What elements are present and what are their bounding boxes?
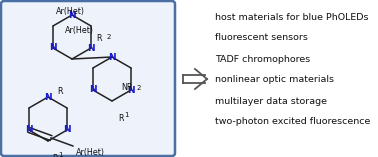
- Text: two-photon excited fluorescence: two-photon excited fluorescence: [215, 117, 370, 127]
- Text: R: R: [52, 154, 57, 157]
- Text: N: N: [25, 125, 33, 135]
- Text: nonlinear optic materials: nonlinear optic materials: [215, 76, 334, 84]
- Text: Ar(Het): Ar(Het): [29, 0, 58, 1]
- Text: R: R: [118, 114, 124, 123]
- Text: N: N: [127, 86, 135, 95]
- Text: 1: 1: [124, 112, 129, 118]
- Text: Ar(Het): Ar(Het): [56, 7, 85, 16]
- Text: N: N: [87, 43, 95, 52]
- Text: N: N: [44, 92, 52, 101]
- Text: Ar(Het): Ar(Het): [65, 25, 94, 35]
- Text: Ar(Het): Ar(Het): [76, 148, 105, 157]
- Text: N: N: [49, 43, 57, 52]
- Text: fluorescent sensors: fluorescent sensors: [215, 33, 308, 43]
- Text: NR: NR: [121, 84, 132, 92]
- Text: R: R: [96, 34, 102, 43]
- Text: TADF chromophores: TADF chromophores: [215, 54, 310, 63]
- Text: 2: 2: [107, 34, 112, 40]
- Text: R: R: [57, 87, 63, 96]
- Text: N: N: [89, 86, 97, 95]
- Text: 1: 1: [58, 152, 62, 157]
- Text: N: N: [108, 52, 116, 62]
- FancyBboxPatch shape: [1, 1, 175, 156]
- Text: N: N: [68, 11, 76, 19]
- Text: N: N: [63, 125, 71, 135]
- Text: multilayer data storage: multilayer data storage: [215, 97, 327, 106]
- Text: host materials for blue PhOLEDs: host materials for blue PhOLEDs: [215, 13, 369, 22]
- Text: 2: 2: [137, 85, 141, 91]
